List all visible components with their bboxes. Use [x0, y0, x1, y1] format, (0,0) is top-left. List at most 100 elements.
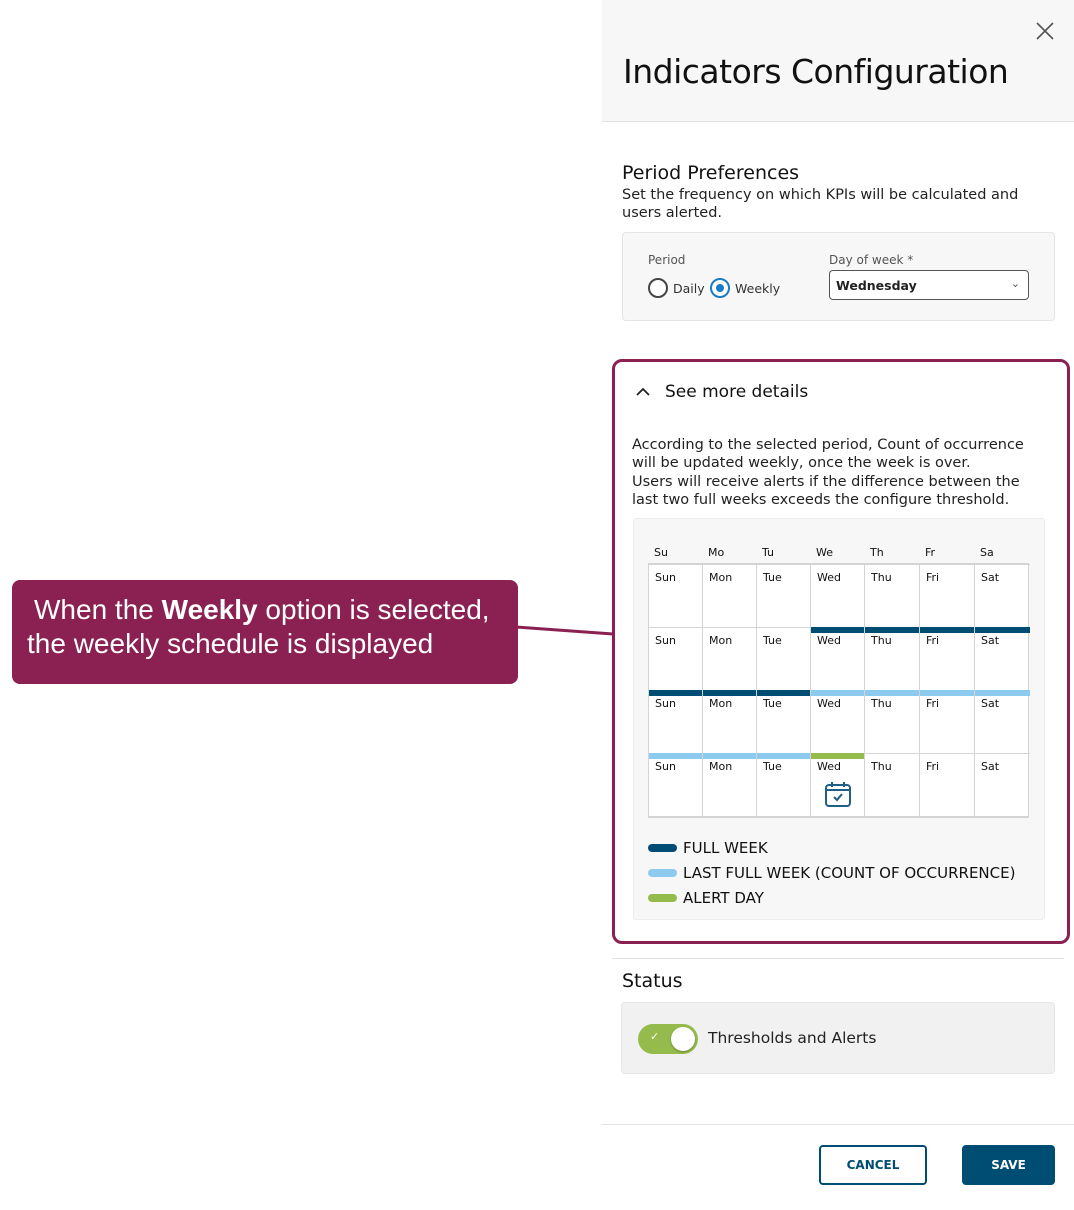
day-of-week-label: Day of week *	[829, 253, 914, 267]
calendar-day-cell: Mon	[703, 564, 757, 627]
calendar-day-cell: Fri	[920, 753, 975, 816]
calendar-day-label: Sat	[981, 571, 1000, 584]
thresholds-alerts-label: Thresholds and Alerts	[708, 1029, 877, 1047]
calendar-day-cell: Sun	[649, 564, 703, 627]
calendar-day-cell: Wed	[811, 627, 865, 690]
calendar-day-label: Mon	[709, 760, 733, 773]
calendar-day-cell: Sat	[975, 627, 1030, 690]
full-marker-bar	[865, 627, 919, 633]
calendar-header: Su Mo Tu We Th Fr Sa	[648, 546, 1029, 559]
calendar-legend: FULL WEEK LAST FULL WEEK (COUNT OF OCCURR…	[648, 835, 1015, 910]
period-preferences-description: Set the frequency on which KPIs will be …	[622, 187, 1019, 221]
check-icon: ✓	[650, 1030, 660, 1043]
callout-text-post: option is selected,	[257, 594, 490, 625]
callout-text-bold: Weekly	[161, 594, 258, 625]
see-more-details-toggle[interactable]: See more details	[635, 382, 808, 402]
calendar-day-cell: Thu	[865, 564, 920, 627]
calendar-grid: Sun Mon Tue Wed Thu Fri Sat Sun Mon Tue Wed Thu Fri S…	[648, 563, 1030, 818]
calendar-day-cell: Sun	[649, 690, 703, 753]
day-of-week-select[interactable]: Wednesday ⌄	[829, 270, 1029, 300]
calendar-weekday-header: Su	[654, 546, 668, 559]
calendar-day-cell: Tue	[757, 690, 811, 753]
cancel-button[interactable]: CANCEL	[819, 1145, 927, 1185]
status-box: ✓ Thresholds and Alerts	[621, 1002, 1055, 1074]
page-title: Indicators Configuration	[623, 52, 1009, 91]
calendar-day-label: Wed	[817, 571, 841, 584]
calendar-day-cell: Fri	[920, 690, 975, 753]
close-icon[interactable]	[1034, 20, 1056, 42]
thresholds-alerts-toggle[interactable]: ✓	[638, 1024, 698, 1054]
legend-item: ALERT DAY	[648, 885, 1015, 910]
details-text-2: Users will receive alerts if the differe…	[632, 473, 1020, 508]
calendar-weekday-header: Th	[870, 546, 884, 559]
full-marker-bar	[703, 690, 756, 696]
calendar-day-cell: Thu	[865, 753, 920, 816]
radio-circle-selected	[710, 278, 730, 298]
radio-circle	[648, 278, 668, 298]
calendar-day-cell: Sat	[975, 564, 1030, 627]
calendar-day-cell: Sun	[649, 627, 703, 690]
period-preferences-title: Period Preferences	[622, 162, 800, 184]
calendar-day-label: Thu	[871, 760, 892, 773]
divider	[612, 958, 1064, 959]
calendar-day-label: Tue	[763, 634, 782, 647]
calendar-weekday-header: Tu	[762, 546, 775, 559]
last-marker-bar	[865, 690, 919, 696]
legend-item: FULL WEEK	[648, 835, 1015, 860]
calendar-day-label: Tue	[763, 697, 782, 710]
calendar-day-label: Thu	[871, 571, 892, 584]
calendar-day-label: Sun	[655, 697, 676, 710]
calendar-day-label: Thu	[871, 697, 892, 710]
calendar-day-label: Fri	[926, 697, 940, 710]
calendar-day-label: Mon	[709, 697, 733, 710]
callout-text-line2: the weekly schedule is displayed	[27, 628, 434, 659]
calendar-day-label: Tue	[763, 760, 782, 773]
calendar-day-label: Wed	[817, 697, 841, 710]
legend-label: LAST FULL WEEK (COUNT OF OCCURRENCE)	[683, 863, 1016, 882]
radio-daily[interactable]: Daily	[648, 278, 705, 298]
callout-text-pre: When the	[34, 594, 162, 625]
calendar-day-label: Fri	[926, 571, 940, 584]
calendar-day-label: Sun	[655, 634, 676, 647]
calendar-day-cell: Wed	[811, 564, 865, 627]
footer-divider	[602, 1124, 1074, 1125]
calendar-day-label: Sun	[655, 760, 676, 773]
calendar-day-cell: Tue	[757, 564, 811, 627]
calendar-day-cell: Fri	[920, 627, 975, 690]
calendar-day-label: Mon	[709, 634, 733, 647]
see-more-details-label: See more details	[665, 382, 809, 402]
save-button[interactable]: SAVE	[962, 1145, 1055, 1185]
period-label: Period	[648, 253, 686, 267]
calendar-day-label: Sat	[981, 634, 1000, 647]
legend-swatch	[648, 843, 677, 852]
last-marker-bar	[757, 753, 810, 759]
calendar-day-label: Wed	[817, 634, 841, 647]
details-text-1: According to the selected period, Count …	[632, 437, 1024, 472]
calendar-weekday-header: Mo	[708, 546, 725, 559]
last-marker-bar	[975, 690, 1030, 696]
calendar-day-cell: Sat	[975, 753, 1030, 816]
calendar-day-cell: Mon	[703, 627, 757, 690]
day-of-week-value: Wednesday	[836, 278, 917, 293]
status-title: Status	[622, 970, 683, 992]
calendar-weekday-header: Sa	[980, 546, 994, 559]
last-marker-bar	[811, 690, 864, 696]
calendar-day-cell: Fri	[920, 564, 975, 627]
calendar-day-label: Sun	[655, 571, 676, 584]
last-marker-bar	[649, 753, 702, 759]
radio-weekly[interactable]: Weekly	[710, 278, 780, 298]
last-marker-bar	[703, 753, 756, 759]
calendar-day-cell: Wed	[811, 690, 865, 753]
legend-label: ALERT DAY	[683, 888, 764, 907]
calendar-day-label: Sat	[981, 760, 1000, 773]
annotation-callout: When the Weekly option is selected, the …	[12, 580, 518, 684]
calendar-day-label: Thu	[871, 634, 892, 647]
calendar-day-cell: Tue	[757, 753, 811, 816]
calendar-weekday-header: Fr	[925, 546, 936, 559]
calendar-day-label: Sat	[981, 697, 1000, 710]
calendar-day-cell: Thu	[865, 627, 920, 690]
calendar-day-cell: Mon	[703, 753, 757, 816]
calendar-day-label: Wed	[817, 760, 841, 773]
full-marker-bar	[975, 627, 1030, 633]
